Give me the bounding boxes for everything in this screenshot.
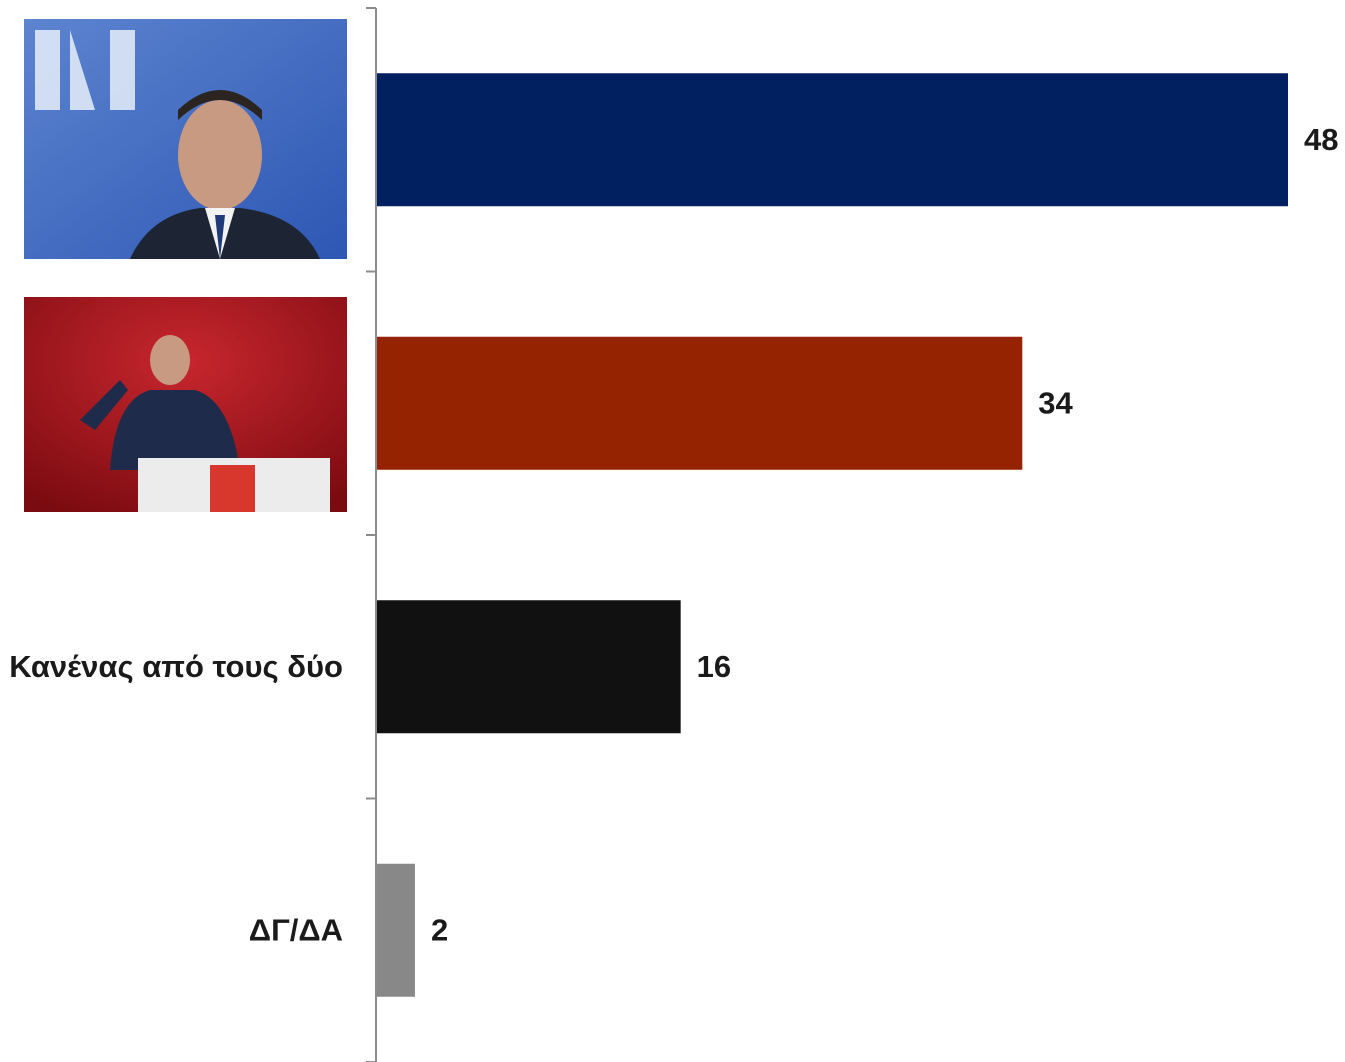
bar: [377, 863, 415, 997]
bar: [377, 73, 1288, 207]
value-label: 48: [1304, 122, 1338, 157]
bar: [377, 336, 1023, 470]
value-label: 34: [1038, 385, 1073, 420]
value-label: 2: [431, 912, 448, 947]
category-label: ΔΓ/ΔΑ: [249, 912, 343, 947]
value-label: 16: [697, 649, 731, 684]
photo-1: [24, 19, 347, 259]
category-label: Κανένας από τους δύο: [9, 649, 343, 684]
photo-2: [24, 297, 347, 512]
bar: [377, 600, 681, 734]
